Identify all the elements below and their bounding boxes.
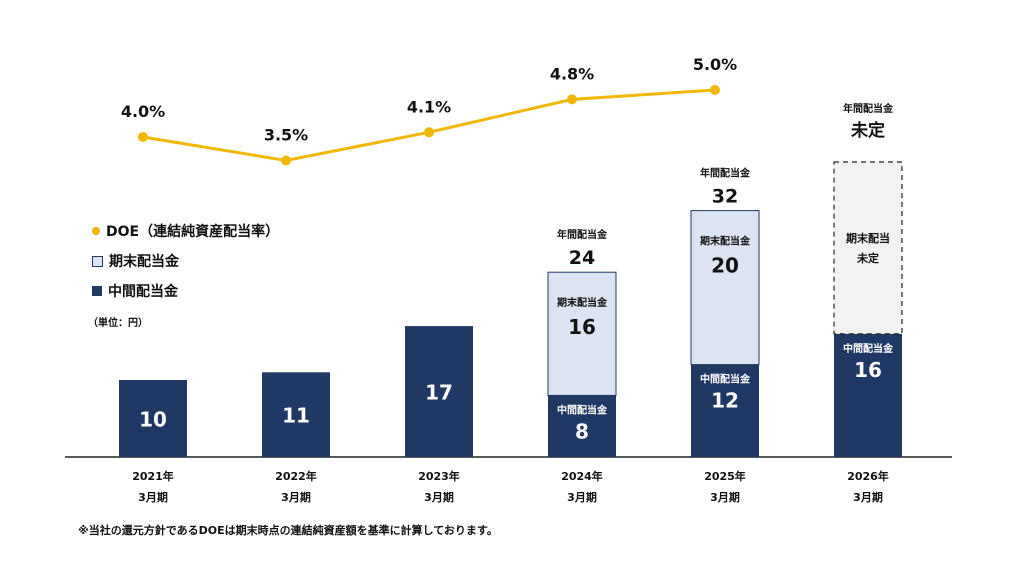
doe-label: 3.5% bbox=[264, 126, 308, 145]
annual-label: 年間配当金 bbox=[557, 228, 608, 241]
bar-interim bbox=[119, 380, 187, 457]
doe-label: 4.8% bbox=[550, 64, 594, 83]
annual-label: 年間配当金 bbox=[700, 167, 751, 180]
bar-interim-value: 16 bbox=[854, 358, 882, 382]
bar-interim-sublabel: 中間配当金 bbox=[557, 403, 608, 416]
legend: DOE（連結純資産配当率） 期末配当金 中間配当金 bbox=[92, 216, 279, 306]
forecast-year-end-value: 未定 bbox=[856, 251, 879, 265]
doe-label: 4.0% bbox=[121, 102, 165, 121]
bar-interim-sublabel: 中間配当金 bbox=[843, 342, 894, 355]
legend-square-icon bbox=[92, 286, 102, 296]
x-tick-year: 2026年 bbox=[847, 469, 889, 483]
x-tick-period: 3月期 bbox=[710, 490, 740, 504]
doe-point bbox=[281, 155, 291, 166]
bar-interim bbox=[834, 333, 902, 457]
doe-label: 4.1% bbox=[407, 97, 451, 116]
bar-interim-value: 8 bbox=[575, 419, 589, 443]
legend-label-doe: DOE（連結純資産配当率） bbox=[106, 224, 280, 240]
bar-interim-sublabel: 中間配当金 bbox=[700, 373, 751, 386]
annual-label: 年間配当金 bbox=[843, 102, 894, 115]
legend-dot-icon bbox=[92, 227, 100, 235]
x-tick-year: 2023年 bbox=[418, 469, 460, 483]
bar-interim bbox=[691, 364, 759, 457]
footnote: ※当社の還元方針であるDOEは期末時点の連結純資産額を基準に計算しております。 bbox=[78, 524, 498, 537]
bar-year-end-forecast bbox=[833, 161, 903, 335]
bar-year-end-sublabel: 期末配当金 bbox=[557, 296, 608, 309]
x-tick-year: 2025年 bbox=[704, 469, 746, 483]
annual-value: 32 bbox=[712, 186, 738, 208]
x-tick-period: 3月期 bbox=[424, 490, 454, 504]
bar-interim-value: 12 bbox=[711, 389, 739, 413]
bar-year-end-value: 20 bbox=[711, 254, 739, 278]
bar-interim-value: 10 bbox=[139, 408, 167, 432]
x-tick-period: 3月期 bbox=[567, 490, 597, 504]
bar-year-end bbox=[690, 210, 760, 366]
legend-item-doe: DOE（連結純資産配当率） bbox=[92, 216, 279, 246]
x-tick-year: 2022年 bbox=[275, 469, 317, 483]
x-tick-year: 2024年 bbox=[561, 469, 603, 483]
x-tick-period: 3月期 bbox=[853, 490, 883, 504]
bar-interim bbox=[262, 372, 330, 457]
x-tick-period: 3月期 bbox=[281, 490, 311, 504]
bar-year-end-value: 16 bbox=[568, 315, 596, 339]
x-tick-period: 3月期 bbox=[138, 490, 168, 504]
forecast-year-end-label: 期末配当 bbox=[846, 231, 890, 245]
doe-label: 5.0% bbox=[693, 55, 737, 74]
bar-interim bbox=[548, 395, 616, 457]
doe-point bbox=[710, 85, 720, 95]
doe-point bbox=[424, 127, 434, 138]
annual-value: 未定 bbox=[850, 120, 885, 141]
doe-point bbox=[138, 132, 148, 142]
bar-interim bbox=[405, 326, 473, 457]
legend-item-year-end: 期末配当金 bbox=[92, 246, 279, 276]
bar-year-end-sublabel: 期末配当金 bbox=[700, 235, 751, 248]
legend-square-icon bbox=[92, 255, 103, 267]
unit-label: （単位：円） bbox=[88, 318, 148, 329]
legend-item-interim: 中間配当金 bbox=[92, 276, 279, 306]
doe-point bbox=[567, 94, 577, 105]
bar-interim-value: 11 bbox=[282, 404, 310, 428]
bar-interim-value: 17 bbox=[425, 381, 453, 405]
x-tick-year: 2021年 bbox=[132, 469, 174, 483]
legend-label-year-end: 期末配当金 bbox=[109, 254, 179, 270]
annual-value: 24 bbox=[569, 247, 595, 269]
bar-year-end bbox=[547, 271, 617, 396]
legend-label-interim: 中間配当金 bbox=[108, 284, 178, 300]
